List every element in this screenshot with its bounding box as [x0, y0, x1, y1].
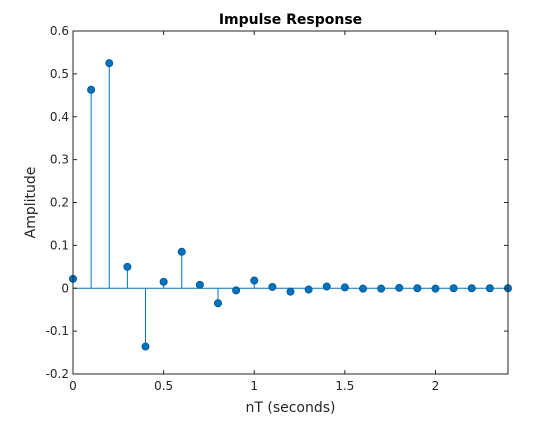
stem-marker — [449, 284, 458, 293]
stem-marker — [141, 342, 150, 351]
y-tick-label: 0 — [61, 281, 69, 295]
y-tick-label: 0.3 — [50, 153, 69, 167]
y-tick-label: -0.1 — [46, 324, 69, 338]
x-tick-label: 0.5 — [154, 379, 173, 393]
stem-marker — [87, 85, 96, 94]
stem-marker — [232, 286, 241, 295]
stem-marker — [467, 284, 476, 293]
stem-series — [69, 59, 512, 351]
y-axis-ticks: -0.2 -0.1 0 0.1 0.2 0.3 0.4 0.5 0.6 — [46, 24, 508, 381]
y-tick-label: 0.4 — [50, 110, 69, 124]
stem-marker — [358, 284, 367, 293]
stem-marker — [123, 262, 132, 271]
stem-marker — [304, 285, 313, 294]
stem-marker — [195, 280, 204, 289]
x-tick-label: 2 — [432, 379, 440, 393]
x-tick-label: 0 — [69, 379, 77, 393]
x-tick-label: 1.5 — [335, 379, 354, 393]
stem-marker — [340, 283, 349, 292]
y-tick-label: 0.6 — [50, 24, 69, 38]
y-tick-label: 0.1 — [50, 238, 69, 252]
x-tick-label: 1 — [250, 379, 258, 393]
stem-marker — [286, 287, 295, 296]
x-axis-ticks: 0 0.5 1 1.5 2 — [69, 31, 439, 393]
y-tick-label: 0.2 — [50, 196, 69, 210]
x-axis-label: nT (seconds) — [245, 400, 335, 416]
stem-marker — [413, 284, 422, 293]
stem-marker — [395, 283, 404, 292]
chart-title: Impulse Response — [219, 12, 362, 28]
plot-area — [73, 31, 508, 374]
stem-marker — [213, 299, 222, 308]
stem-marker — [159, 277, 168, 286]
stem-marker — [377, 284, 386, 293]
stem-marker — [177, 247, 186, 256]
y-axis-label: Amplitude — [23, 167, 39, 239]
stem-marker — [485, 284, 494, 293]
y-tick-label: -0.2 — [46, 367, 69, 381]
stem-marker — [322, 282, 331, 291]
stem-marker — [268, 282, 277, 291]
stem-marker — [431, 284, 440, 293]
y-tick-label: 0.5 — [50, 67, 69, 81]
stem-marker — [250, 276, 259, 285]
stem-marker — [105, 59, 114, 68]
